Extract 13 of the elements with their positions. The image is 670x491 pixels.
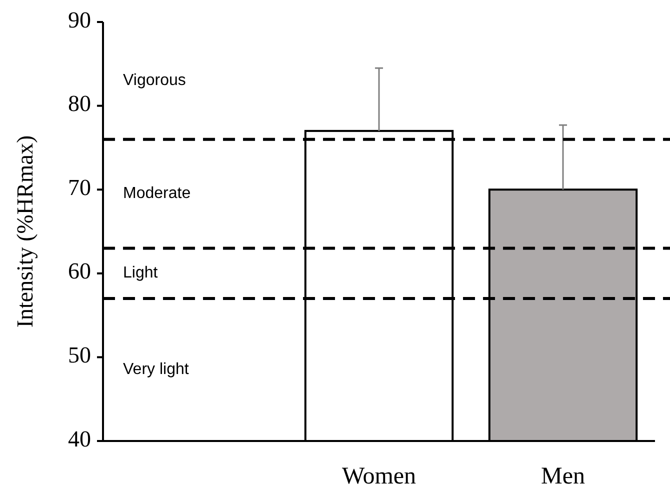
annotation: Very light [123, 360, 190, 378]
annotation: Vigorous [123, 72, 186, 89]
y-tick-label: 60 [68, 258, 91, 284]
y-tick-label: 40 [68, 426, 91, 452]
annotation: Moderate [123, 185, 191, 202]
annotation: Light [123, 264, 158, 282]
x-tick-label: Women [342, 464, 416, 490]
x-tick-label: Men [541, 464, 585, 490]
y-tick-label: 90 [68, 7, 91, 32]
y-tick-label: 50 [68, 342, 91, 368]
y-tick-label: 70 [68, 174, 91, 200]
y-tick-label: 80 [68, 91, 91, 116]
y-axis-title: Intensity (%HRmax) [12, 135, 38, 328]
